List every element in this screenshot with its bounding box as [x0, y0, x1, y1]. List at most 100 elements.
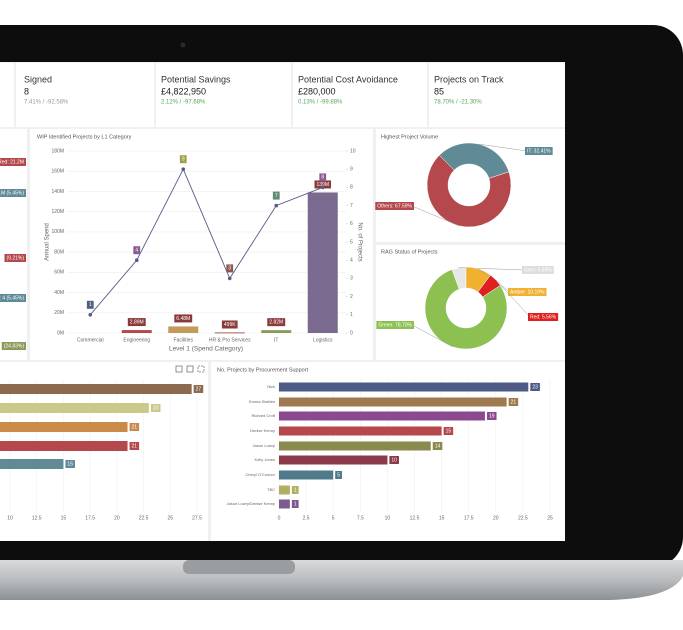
y-tick-label: 100M [51, 229, 64, 235]
y-tick-label: 140M [51, 189, 64, 195]
category-label: Richard Croft [251, 413, 275, 418]
donut-label: (24.83%) [4, 343, 25, 349]
bar [0, 384, 192, 394]
label-box [508, 288, 547, 296]
expand-icon[interactable] [197, 365, 205, 373]
kpi-card [0, 63, 14, 127]
x-tick-label: 17.5 [464, 515, 474, 521]
bar-value-label: 21 [511, 399, 517, 405]
x-tick-label: 12.5 [32, 515, 42, 521]
x-tick-label: 5 [332, 515, 335, 521]
label-box [174, 314, 193, 323]
label-box [193, 385, 204, 393]
y2-tick-label: 4 [350, 258, 353, 264]
copy-icon[interactable] [186, 365, 194, 373]
donut-segment [426, 154, 512, 228]
label-box [376, 321, 414, 329]
bar [0, 403, 149, 413]
leader-line [411, 205, 460, 227]
kpi-change: 0.13% / -99.88% [298, 100, 343, 106]
y-tick-label: 180M [51, 148, 64, 154]
point-value-label: 8 [321, 175, 324, 181]
bar [168, 326, 199, 333]
base-notch [183, 560, 295, 574]
x-tick-label: 2.5 [303, 515, 310, 521]
label-box [335, 471, 342, 479]
label-box [432, 442, 443, 450]
kpi-value: £4,822,950 [161, 86, 206, 96]
point-value-label: 4 [135, 248, 138, 254]
label-box [86, 300, 94, 309]
x-tick-label: 7.5 [357, 515, 364, 521]
point-value-label: 9 [182, 157, 185, 163]
bar [121, 330, 152, 333]
leader-line [478, 143, 528, 152]
y2-tick-label: 10 [350, 148, 356, 154]
y2-tick-label: 1 [350, 312, 353, 318]
label-box [291, 500, 299, 508]
kpi-change: 7.41% / -92.58% [24, 100, 69, 106]
y2-axis-label: No. of Projects [356, 222, 362, 261]
camera [180, 42, 186, 48]
like-icon[interactable] [175, 365, 183, 373]
category-label: Cheryl O'Connor [245, 472, 275, 477]
label-box [319, 173, 327, 182]
point-value-label: 3 [228, 266, 231, 272]
line-point [274, 203, 279, 208]
x-tick-label: 20 [114, 515, 120, 521]
label-box [530, 383, 540, 391]
label-box [375, 202, 414, 210]
label-box [179, 155, 187, 164]
label-box [127, 318, 146, 327]
label-box [272, 191, 280, 200]
label-box [525, 147, 553, 155]
label-box [314, 180, 332, 189]
x-tick-label: 0 [278, 515, 281, 521]
panel-title: WIP Identified Projects by L1 Category [37, 134, 132, 140]
y-tick-label: 40M [54, 290, 64, 296]
y2-tick-label: 5 [350, 239, 353, 245]
label-box [65, 460, 75, 468]
x-tick-label: IT [274, 337, 278, 343]
label-box [522, 266, 554, 274]
label-box [0, 294, 26, 302]
laptop-base [0, 560, 683, 600]
bar [279, 411, 485, 421]
bar-value-label: 27 [196, 386, 202, 392]
bar [279, 455, 388, 465]
x-tick-label: 25 [168, 515, 174, 521]
label-box [486, 412, 497, 420]
y2-tick-label: 9 [350, 167, 353, 173]
dashboard: Signed 8 7.41% / -92.58% Potential Savin… [0, 63, 565, 541]
donut-label: Amber: 10.19% [510, 289, 545, 295]
x-tick-label: 17.5 [85, 515, 95, 521]
donut-label: Others: 67.59% [377, 203, 412, 209]
label-box [528, 313, 559, 321]
bar [279, 382, 529, 392]
x-tick-label: HR & Pro Services [209, 337, 251, 343]
x-tick-label: 22.5 [139, 515, 149, 521]
bar-value-label: 15 [446, 428, 452, 434]
kpi-value: 85 [434, 86, 444, 96]
category-label: Nick [267, 384, 275, 389]
category-label: Denise Kenny [250, 428, 275, 433]
bar [0, 441, 128, 451]
bar-value-label: 23 [153, 405, 159, 411]
bar [261, 330, 292, 333]
label-box [4, 254, 26, 262]
kpi-card [293, 63, 427, 127]
bar-value-label: 2.82M [269, 319, 283, 325]
x-tick-label: Engineering [123, 337, 150, 343]
line-point [134, 258, 139, 263]
bar-value-label: 23 [532, 384, 538, 390]
label-box [129, 423, 140, 431]
y-tick-label: 20M [54, 310, 64, 316]
donut-label: Excluded: 2.1M (5.45%) [0, 190, 24, 196]
donut-segment [424, 269, 508, 350]
bar-value-label: 139M [316, 182, 329, 188]
kpi-label: Projects on Track [434, 74, 504, 84]
x-tick-label: 10 [7, 515, 13, 521]
panel-title: Highest Project Volume [381, 134, 438, 140]
donut-label: Grey: 5.55% [524, 267, 552, 273]
bar-value-label: 499K [224, 322, 236, 328]
